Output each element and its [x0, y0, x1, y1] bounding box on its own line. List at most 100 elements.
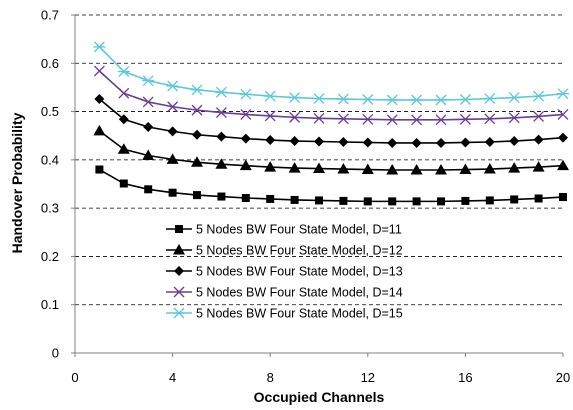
data-point [95, 165, 104, 174]
data-point [314, 136, 324, 147]
data-point [508, 92, 521, 104]
marker-stroke [93, 65, 105, 77]
data-point [193, 191, 201, 200]
data-point [264, 161, 277, 172]
series-d11 [95, 165, 567, 206]
data-point [313, 162, 325, 174]
y-tick-label: 0.3 [41, 201, 59, 216]
data-point [411, 137, 422, 148]
data-point [483, 93, 496, 104]
data-point [313, 112, 325, 124]
y-tick-label: 0.2 [41, 249, 59, 264]
data-point [93, 124, 106, 136]
series-d14 [93, 65, 569, 126]
series-line [99, 168, 564, 203]
data-point [411, 114, 423, 126]
data-point [215, 107, 227, 118]
legend-label: 5 Nodes BW Four State Model, D=15 [196, 307, 403, 321]
data-point [533, 134, 544, 145]
data-point [484, 113, 496, 125]
data-point [557, 109, 569, 120]
data-point [143, 122, 154, 133]
data-point [485, 196, 494, 205]
marker-stroke [289, 111, 301, 123]
legend-label: 5 Nodes BW Four State Model, D=14 [196, 286, 403, 300]
legend-item: 5 Nodes BW Four State Model, D=12 [166, 244, 403, 258]
legend-marker [174, 266, 184, 276]
data-point [313, 93, 325, 104]
data-point [483, 163, 496, 174]
data-point [168, 188, 177, 197]
y-tick-label: 0.4 [41, 152, 59, 167]
data-point [266, 194, 275, 203]
data-point [167, 101, 179, 113]
x-axis-title: Occupied Channels [254, 389, 385, 405]
data-point [386, 114, 398, 126]
data-point [142, 75, 155, 87]
data-point [388, 197, 397, 206]
data-point [315, 196, 323, 205]
marker-stroke [264, 110, 276, 122]
data-point [508, 162, 521, 173]
data-point [119, 179, 128, 188]
y-tick-label: 0.6 [41, 56, 59, 71]
legend-item: 5 Nodes BW Four State Model, D=13 [166, 265, 403, 279]
data-point [557, 159, 569, 171]
data-point [361, 163, 374, 175]
data-point [337, 93, 350, 105]
x-tick-label: 0 [71, 370, 78, 385]
data-point [338, 136, 349, 147]
legend-label: 5 Nodes BW Four State Model, D=12 [196, 244, 403, 258]
legend-marker [173, 286, 185, 298]
data-point [215, 86, 228, 98]
data-point [239, 159, 252, 171]
data-point [435, 163, 447, 175]
y-tick-label: 0.5 [41, 104, 59, 119]
data-point [264, 110, 276, 122]
legend-marker [173, 307, 185, 319]
data-point [386, 163, 399, 175]
marker-stroke [191, 104, 203, 116]
data-point [484, 136, 495, 147]
marker-stroke [533, 110, 545, 122]
data-point [93, 41, 106, 53]
data-point [142, 149, 155, 161]
data-point [94, 94, 105, 105]
y-tick-label: 0 [52, 346, 59, 361]
marker-stroke [118, 87, 130, 99]
marker-stroke [240, 109, 252, 120]
data-point [241, 194, 250, 203]
data-point [559, 193, 567, 202]
data-point [289, 136, 300, 147]
marker-stroke [167, 101, 179, 113]
marker-stroke [215, 107, 227, 118]
legend-label: 5 Nodes BW Four State Model, D=13 [196, 265, 403, 279]
data-point [167, 126, 178, 137]
data-point [532, 161, 545, 172]
x-tick-label: 16 [458, 370, 472, 385]
marker-stroke [337, 113, 349, 125]
data-point [216, 131, 227, 142]
data-point [557, 88, 569, 100]
marker-stroke [386, 114, 398, 126]
legend-item: 5 Nodes BW Four State Model, D=14 [166, 286, 403, 300]
legend-item: 5 Nodes BW Four State Model, D=15 [166, 307, 403, 321]
marker-stroke [435, 114, 447, 126]
marker-stroke [173, 286, 185, 298]
legend: 5 Nodes BW Four State Model, D=11 5 Nodes… [166, 223, 403, 321]
x-tick-label: 20 [556, 370, 570, 385]
data-point [265, 135, 276, 146]
y-tick-label: 0.1 [41, 297, 59, 312]
x-tick-label: 12 [361, 370, 375, 385]
marker-stroke [362, 113, 374, 125]
series-d15 [93, 41, 569, 106]
data-point [459, 94, 472, 105]
data-point [93, 65, 105, 77]
series-line [98, 70, 564, 121]
data-point [508, 112, 520, 124]
data-point [459, 113, 471, 125]
data-point [166, 80, 179, 92]
data-point [240, 109, 252, 120]
data-point [410, 94, 423, 106]
data-point [533, 110, 545, 122]
